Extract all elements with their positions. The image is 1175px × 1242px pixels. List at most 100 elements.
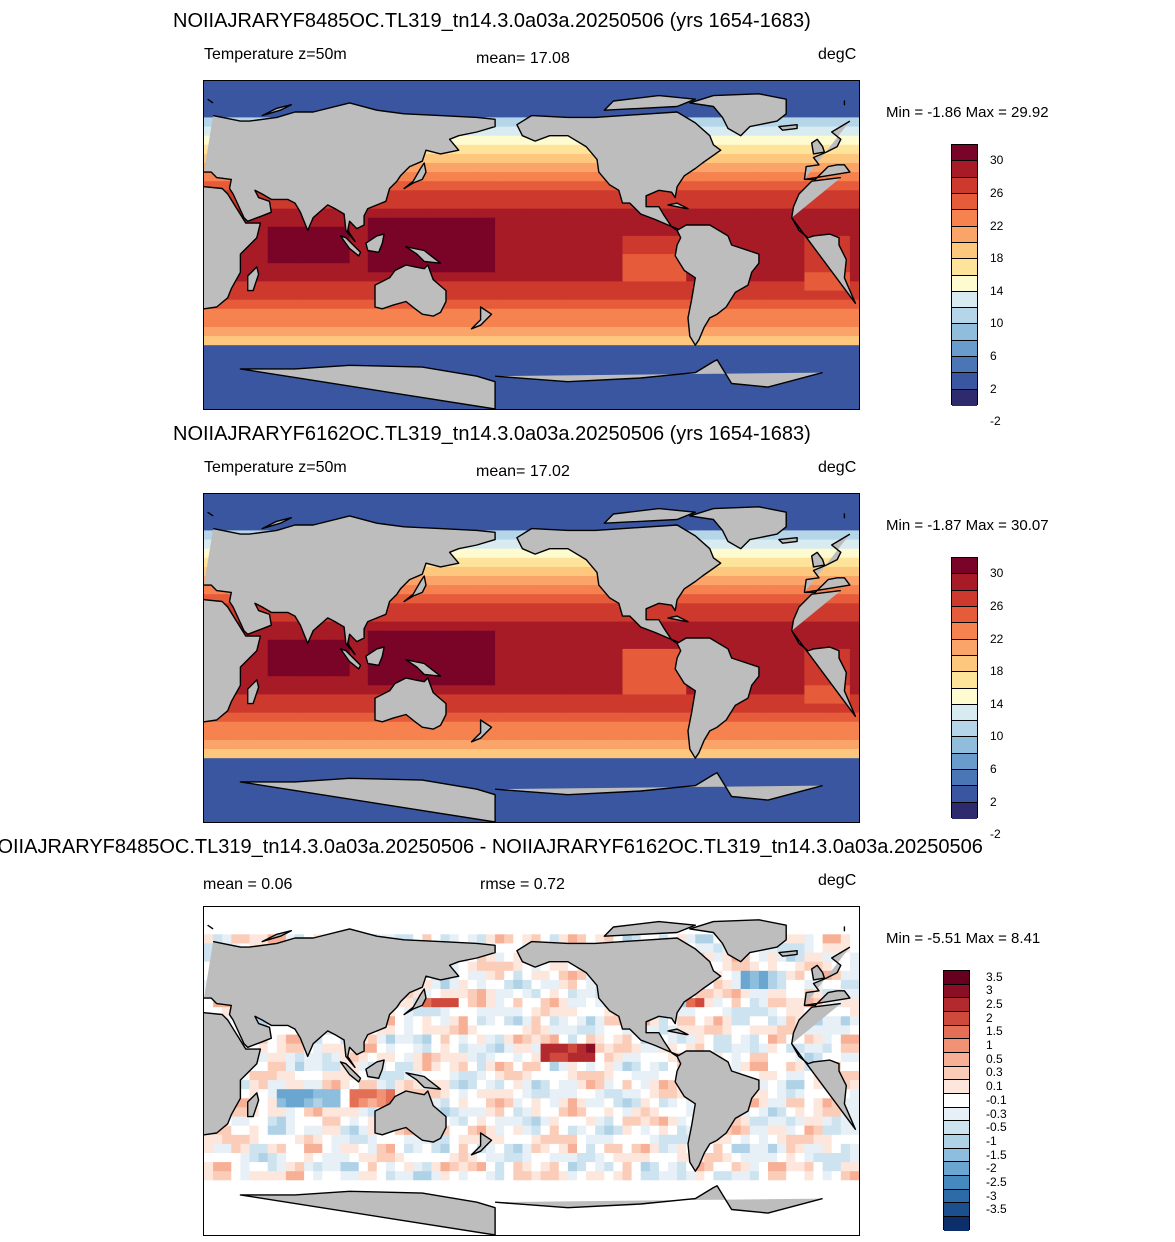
field-cell [677,308,687,319]
field-cell [586,381,596,392]
field-cell [340,254,351,264]
field-cell [795,317,805,328]
field-cell [322,621,332,632]
field-cell [613,676,624,686]
field-cell [276,712,287,723]
field-cell [240,308,251,319]
field-cell [549,603,560,613]
field-cell [731,399,742,409]
field-cell [777,685,787,695]
field-cell [240,272,251,282]
field-cell [558,612,569,623]
field-cell [649,381,660,392]
field-cell [313,676,323,686]
field-cell [322,245,332,255]
field-cell [404,317,414,328]
field-cell [813,612,824,623]
field-cell [695,630,705,641]
field-cell [295,667,305,677]
field-cell [740,144,751,155]
field-cell [840,539,851,550]
field-cell [322,767,332,777]
field-cell [758,172,769,182]
field-cell [795,172,805,182]
field-cell [367,81,378,91]
field-cell [849,135,859,146]
colorbar-segment [952,226,977,243]
field-cell [549,327,560,337]
field-cell [758,730,769,741]
field-cell [422,327,432,337]
field-cell [404,217,414,228]
field-cell [549,703,560,714]
field-cell [849,658,859,668]
field-cell [222,299,232,310]
field-cell [777,235,787,246]
field-cell [449,299,460,310]
field-cell [804,512,815,522]
field-cell [449,749,460,759]
field-cell [467,354,478,364]
field-cell [804,758,815,768]
field-cell [495,327,505,337]
field-cell [249,676,260,686]
field-cell [658,703,669,714]
field-cell [322,749,332,759]
field-cell [595,694,605,705]
field-cell [749,566,760,577]
field-cell [522,776,533,787]
field-cell [786,336,796,346]
field-cell [313,308,323,319]
field-cell [604,81,614,91]
field-cell [458,81,469,91]
field-cell [513,135,523,146]
field-cell [367,254,378,264]
field-cell [531,144,542,155]
field-cell [531,703,542,714]
field-cell [749,594,760,604]
field-cell [276,730,287,741]
field-cell [740,639,751,650]
field-cell [222,521,232,531]
panel-title: NOIIAJRARYF6162OC.TL319_tn14.3.0a03a.202… [173,423,811,445]
field-cell [440,585,451,595]
field-cell [385,390,396,401]
field-cell [586,354,596,364]
field-cell [704,345,714,355]
field-cell [567,685,578,695]
field-cell [758,354,769,364]
field-cell [731,336,742,346]
field-cell [313,749,323,759]
field-cell [686,363,696,374]
field-cell [404,630,414,641]
colorbar-segment [952,210,977,227]
field-cell [222,503,232,513]
field-cell [222,317,232,328]
field-cell [840,153,851,164]
field-cell [577,667,587,677]
field-cell [758,648,769,659]
colorbar-segment [952,193,977,211]
field-cell [722,721,733,732]
field-cell [822,226,833,237]
field-cell [849,345,859,355]
field-cell [595,272,605,282]
field-cell [695,585,705,595]
field-cell [540,336,551,346]
field-cell [567,612,578,623]
field-cell [731,594,742,604]
field-cell [522,336,533,346]
field-cell [604,639,614,650]
field-cell [495,372,505,383]
field-cell [804,630,815,641]
field-cell [231,390,241,401]
field-cell [522,758,533,768]
field-cell [431,521,442,531]
field-cell [831,530,842,541]
field-cell [476,749,487,759]
field-cell [649,767,660,777]
field-cell [395,503,405,513]
field-cell [513,740,523,750]
field-cell [722,494,733,504]
colorbar-segment [952,324,977,341]
